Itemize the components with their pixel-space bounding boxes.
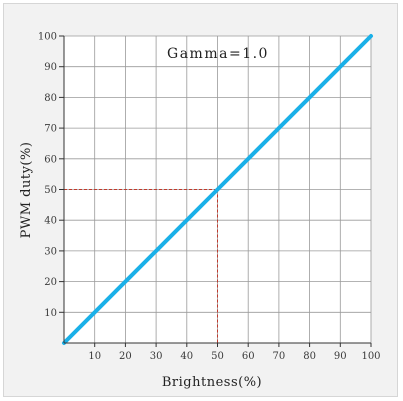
annotation-gamma: Gamma=1.0 (167, 46, 269, 62)
y-axis-label: PWM duty(%) (19, 142, 34, 239)
x-tick-label: 30 (150, 351, 163, 362)
axes (59, 35, 372, 347)
x-tick-label: 70 (273, 351, 286, 362)
y-tick-label: 40 (44, 216, 57, 227)
x-tick-labels: 10 20 30 40 50 60 70 80 90 100 (88, 351, 380, 362)
x-tick-label: 10 (88, 351, 101, 362)
y-tick-labels: 10 20 30 40 50 60 70 80 90 100 (38, 32, 57, 319)
x-tick-label: 60 (242, 351, 255, 362)
x-tick-label: 20 (119, 351, 132, 362)
x-tick-label: 90 (334, 351, 347, 362)
y-tick-label: 60 (44, 154, 57, 165)
x-tick-label: 40 (180, 351, 193, 362)
x-axis-label: Brightness(%) (162, 375, 262, 390)
y-tick-label: 90 (44, 62, 57, 73)
x-tick-label: 80 (303, 351, 316, 362)
reference-lines (64, 189, 218, 343)
series-layer (62, 34, 373, 345)
y-tick-label: 30 (44, 246, 57, 257)
x-tick-label: 100 (361, 351, 380, 362)
y-tick-label: 70 (44, 124, 57, 135)
series-line (62, 34, 373, 345)
y-tick-label: 50 (44, 185, 57, 196)
y-tick-label: 100 (38, 32, 57, 43)
y-tick-label: 80 (44, 93, 57, 104)
y-tick-label: 20 (44, 277, 57, 288)
x-tick-label: 50 (211, 351, 224, 362)
y-tick-label: 10 (44, 308, 57, 319)
